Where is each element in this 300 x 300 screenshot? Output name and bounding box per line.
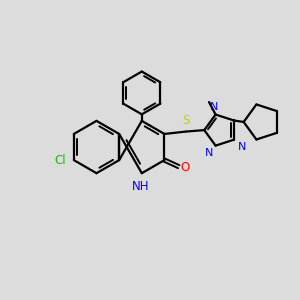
Text: N: N — [210, 102, 219, 112]
Text: N: N — [237, 142, 246, 152]
Text: O: O — [180, 161, 189, 174]
Text: NH: NH — [132, 180, 149, 193]
Text: S: S — [182, 113, 190, 127]
Text: N: N — [205, 148, 213, 158]
Text: Cl: Cl — [54, 154, 65, 166]
